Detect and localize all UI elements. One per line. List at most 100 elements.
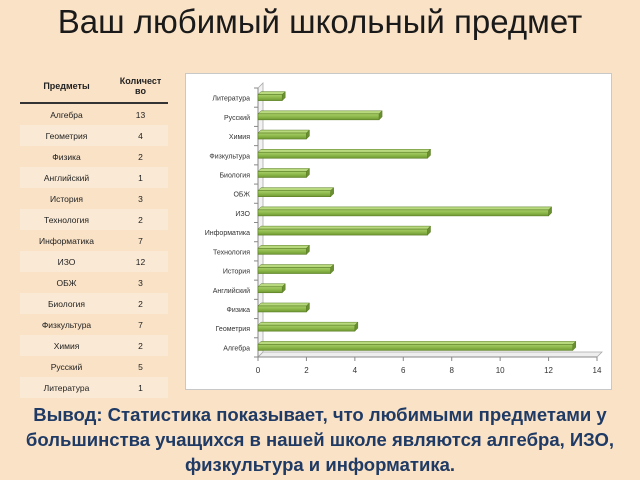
bar-top-face [257,187,335,191]
y-tick-label: Физика [227,307,251,314]
table-row: ОБЖ 3 [20,272,168,293]
y-tick-label: Русский [224,114,250,122]
x-tick-label: 4 [353,366,358,375]
y-tick-label: ИЗО [235,211,250,218]
chart-side-wall [257,82,264,358]
table-row: Алгебра 13 [20,103,168,125]
bar-top-face [257,302,311,307]
y-tick-label: Информатика [205,230,250,237]
count-cell: 3 [138,277,143,288]
bar [257,248,307,255]
count-cell: 7 [138,319,143,330]
y-tick-label: Химия [229,134,250,141]
x-tick-label: 0 [256,366,261,375]
subject-table: Предметы Количест во Алгебра 13 Геометрия 4 Ф… [20,70,168,398]
table-row: Английский 1 [20,167,168,188]
bar [257,94,283,101]
bar-top-face [257,129,311,134]
subject-cell: Химия [20,335,113,356]
bar [257,171,307,178]
x-tick-label: 12 [544,366,553,375]
count-cell: 1 [113,167,168,188]
y-tick-label: Английский [213,287,250,295]
x-tick-label: 8 [449,366,454,375]
count-cell: 2 [113,293,168,314]
bar-top-face [257,321,359,326]
bar-chart: 0 2 4 6 8 10 12 14 Алгебра Геометрия Физика Английс… [185,73,612,390]
y-tick-label: История [223,269,250,276]
x-tick-label: 10 [496,366,505,375]
y-tick-label: ОБЖ [233,192,250,199]
bar-top-face [257,245,311,249]
bar [257,267,331,274]
header-subjects: Предметы [20,70,113,104]
bar [257,286,283,294]
bar [257,132,307,140]
table-row: Информатика 7 [20,230,168,251]
count-cell: 13 [135,109,146,120]
subject-cell: ОБЖ [56,277,77,288]
table-row: Технология 2 [20,209,168,230]
bar-top-face [257,341,577,345]
subject-cell: Литература [20,377,113,398]
bar [257,228,428,236]
x-tick-label: 14 [593,366,602,375]
y-tick-label: Алгебра [223,344,250,352]
bar-top-face [257,206,553,211]
bar-top-face [257,168,311,172]
table-row: Химия 2 [20,335,168,356]
y-tick-label: Технология [213,249,250,256]
slide-title: Ваш любимый школьный предмет [57,3,583,40]
y-tick-label: Геометрия [216,326,251,333]
subject-cell: ИЗО [20,251,113,272]
bar-top-face [257,149,432,153]
table-row: Физкультура 7 [20,314,168,335]
bar [257,324,356,332]
bar [257,344,574,351]
table-row: Биология 2 [20,293,168,314]
bar [257,190,331,197]
subject-cell: Геометрия [20,125,113,146]
table-row: История 3 [20,188,168,209]
count-cell: 3 [138,193,143,204]
bar-top-face [257,91,286,95]
header-count: Количест во [113,70,168,104]
y-tick-label: Биология [219,172,250,179]
bar-top-face [257,225,432,230]
y-tick-label: Литература [212,96,250,103]
count-cell: 7 [138,235,143,246]
count-cell: 4 [113,125,168,146]
table-row: Литература 1 [20,377,168,398]
bar-chart-svg: 0 2 4 6 8 10 12 14 Алгебра Геометрия Физика Английс… [205,82,603,375]
x-tick-label: 2 [304,366,309,375]
subject-cell: Физкультура [41,319,92,330]
subject-cell: Алгебра [50,109,83,120]
chart-floor [257,351,603,358]
table-row: Геометрия 4 [20,125,168,146]
subject-cell: Физика [52,151,81,162]
y-tick-label: Физкультура [209,153,250,160]
subject-cell: Технология [20,209,113,230]
x-tick-label: 6 [401,366,406,375]
bar-top-face [257,110,383,115]
count-cell: 2 [138,151,143,162]
count-cell: 12 [113,251,168,272]
bar [257,113,380,121]
count-cell: 2 [113,209,168,230]
conclusion-text: Вывод: Статистика показывает, что любимы… [25,404,615,475]
bar [257,151,428,159]
subject-cell: История [50,193,83,204]
count-cell: 1 [113,377,168,398]
table-row: ИЗО 12 [20,251,168,272]
subject-cell: Английский [20,167,113,188]
subject-cell: Биология [20,293,113,314]
bar-top-face [257,264,335,268]
table-row: Русский 5 [20,356,168,377]
bar-top-face [257,283,286,287]
table-row: Физика 2 [20,146,168,167]
bar [257,305,307,313]
table-header-row: Предметы Количест во [20,70,168,104]
count-cell: 2 [113,335,168,356]
bar [257,209,549,217]
subject-cell: Русский [50,361,83,372]
